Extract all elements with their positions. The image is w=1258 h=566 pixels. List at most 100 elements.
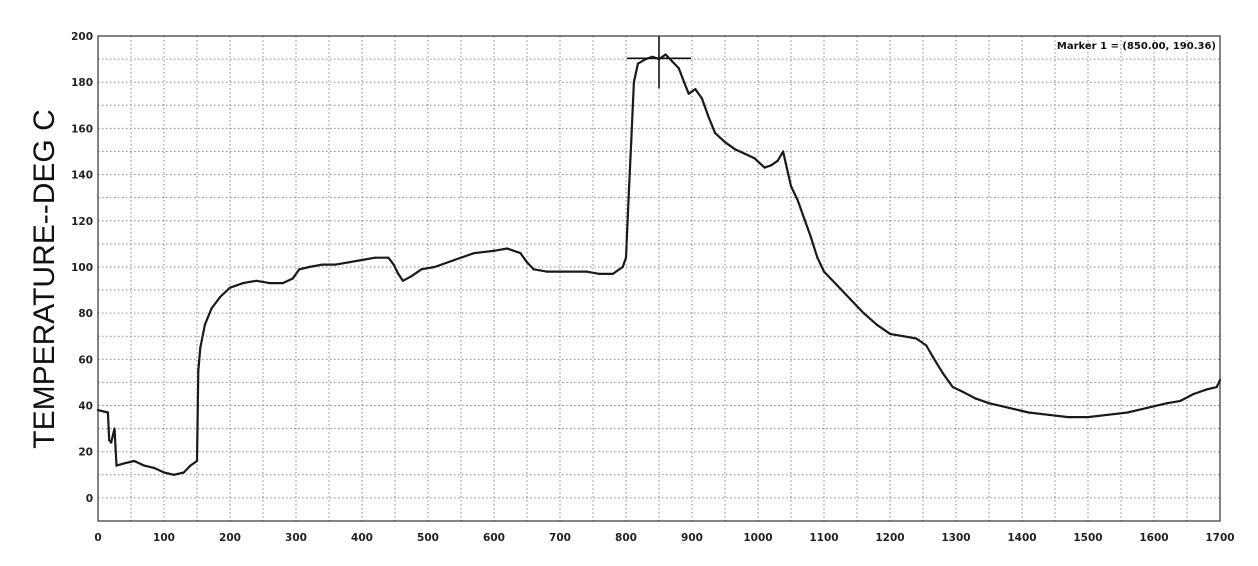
series-point xyxy=(796,198,799,202)
series-point xyxy=(770,164,773,167)
series-point xyxy=(545,270,548,273)
series-point xyxy=(664,53,667,56)
series-point xyxy=(951,385,954,389)
y-axis-label: TEMPERATURE--DEG C xyxy=(28,109,61,448)
series-point xyxy=(931,355,935,359)
x-tick-label: 900 xyxy=(681,532,703,544)
series-point xyxy=(397,272,400,275)
series-point xyxy=(694,88,697,91)
series-point xyxy=(1106,413,1109,416)
series-point xyxy=(743,152,746,155)
y-tick-label: 140 xyxy=(71,170,93,182)
series-point xyxy=(321,263,324,266)
series-point xyxy=(506,247,509,250)
series-point xyxy=(96,409,100,412)
y-tick-label: 180 xyxy=(71,77,93,89)
series-point xyxy=(242,282,245,285)
series-point xyxy=(210,307,213,310)
marker-label: Marker 1 = (850.00, 190.36) xyxy=(1057,41,1216,52)
series-point xyxy=(108,439,111,442)
series-point xyxy=(822,270,826,273)
series-point xyxy=(360,258,364,262)
series-point xyxy=(1146,406,1149,409)
series-layer xyxy=(96,53,1222,476)
marker xyxy=(627,36,691,89)
series-point xyxy=(636,62,640,65)
series-point xyxy=(334,263,337,266)
series-point xyxy=(532,268,535,271)
series-point xyxy=(776,159,779,162)
series-point xyxy=(902,335,905,338)
series-point xyxy=(525,261,529,264)
series-point xyxy=(789,185,793,188)
series-point xyxy=(598,272,601,275)
series-point xyxy=(1192,392,1195,396)
x-tick-label: 500 xyxy=(417,532,439,544)
series-point xyxy=(110,441,113,444)
series-point xyxy=(387,256,390,259)
series-point xyxy=(492,249,496,252)
series-point xyxy=(347,261,350,264)
series-point xyxy=(974,397,977,400)
series-point xyxy=(941,372,944,375)
x-tick-label: 1700 xyxy=(1205,532,1234,544)
x-tick-label: 800 xyxy=(615,532,637,544)
series-point xyxy=(627,196,630,199)
series-point xyxy=(888,332,892,335)
series-point xyxy=(123,462,126,465)
series-point xyxy=(106,411,109,414)
series-point xyxy=(714,131,717,135)
x-tick-label: 200 xyxy=(219,532,241,544)
series-point xyxy=(410,275,413,278)
series-point xyxy=(219,295,222,299)
series-point xyxy=(671,60,674,63)
y-tick-label: 0 xyxy=(86,493,93,505)
series-point xyxy=(268,282,271,285)
series-point xyxy=(143,464,146,467)
x-tick-label: 0 xyxy=(94,532,101,544)
series-point xyxy=(803,217,806,220)
series-point xyxy=(1166,402,1169,405)
series-line xyxy=(97,53,1221,476)
x-tick-label: 1200 xyxy=(875,532,904,544)
series-point xyxy=(987,402,991,405)
series-point xyxy=(630,138,633,141)
x-tick-labels: 0 100 200 300 400 500 600 700 800 900 1000 1100 1200… xyxy=(94,532,1234,544)
series-point xyxy=(836,284,839,287)
series-point xyxy=(585,270,588,273)
y-tick-labels: 0 20 40 60 80 100 120 140 160 180 200 xyxy=(71,31,93,505)
x-tick-label: 1100 xyxy=(809,532,838,544)
series-point xyxy=(687,92,690,95)
x-tick-label: 300 xyxy=(285,532,307,544)
x-tick-label: 400 xyxy=(351,532,373,544)
y-tick-label: 160 xyxy=(71,123,93,135)
series-point xyxy=(707,115,710,118)
series-point xyxy=(199,346,202,349)
y-tick-label: 40 xyxy=(78,401,93,413)
series-point xyxy=(228,286,232,289)
series-point xyxy=(133,459,136,463)
series-point xyxy=(197,369,200,372)
series-point xyxy=(862,312,865,315)
x-tick-label: 1500 xyxy=(1073,532,1102,544)
x-tick-label: 1600 xyxy=(1139,532,1168,544)
series-point xyxy=(189,464,192,467)
series-point xyxy=(816,256,819,259)
x-tick-label: 100 xyxy=(153,532,175,544)
series-point xyxy=(849,298,852,301)
series-point xyxy=(763,166,766,169)
x-tick-label: 1400 xyxy=(1007,532,1036,544)
series-point xyxy=(1086,416,1090,419)
y-tick-label: 80 xyxy=(78,308,93,320)
series-point xyxy=(925,344,928,347)
series-point xyxy=(1047,413,1050,416)
series-point xyxy=(1067,416,1070,419)
series-point xyxy=(733,148,737,151)
series-point xyxy=(203,323,206,326)
series-point xyxy=(875,323,878,326)
series-point xyxy=(621,265,624,269)
series-point xyxy=(433,265,436,269)
series-point xyxy=(1007,406,1010,409)
series-point xyxy=(782,150,785,153)
